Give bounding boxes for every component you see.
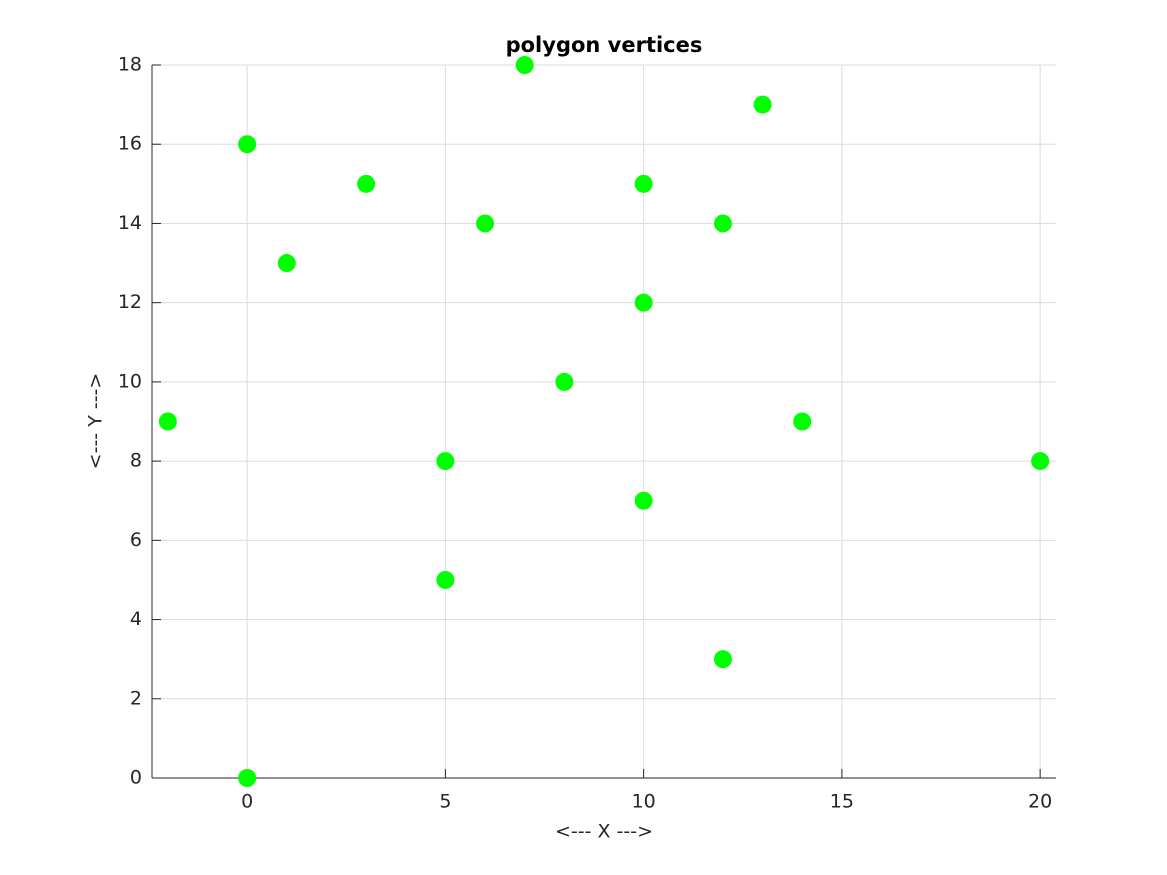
point: [753, 95, 772, 114]
point: [793, 412, 812, 431]
point: [357, 174, 376, 193]
point: [277, 254, 296, 273]
point: [634, 293, 653, 312]
y-tick-label: 18: [118, 54, 142, 76]
point: [634, 174, 653, 193]
y-tick-label: 14: [118, 212, 142, 234]
point: [158, 412, 177, 431]
point: [713, 650, 732, 669]
y-tick-label: 4: [130, 608, 142, 630]
point: [476, 214, 495, 233]
x-tick-label: 20: [1028, 791, 1052, 813]
x-axis-label: <--- X --->: [555, 821, 653, 843]
y-tick-label: 0: [130, 767, 142, 789]
y-axis-label: <--- Y --->: [85, 373, 107, 470]
point: [238, 769, 257, 787]
x-tick-label: 10: [632, 791, 656, 813]
point: [436, 452, 455, 471]
point: [555, 372, 574, 391]
x-tick-label: 5: [439, 791, 451, 813]
y-tick-label: 6: [130, 529, 142, 551]
y-tick-label: 12: [118, 291, 142, 313]
point: [634, 491, 653, 510]
point: [238, 135, 257, 154]
x-tick-label: 0: [241, 791, 253, 813]
point: [436, 570, 455, 589]
chart-title: polygon vertices: [506, 33, 703, 57]
point: [1031, 452, 1050, 471]
point: [515, 56, 534, 74]
point: [713, 214, 732, 233]
y-tick-label: 2: [130, 687, 142, 709]
x-tick-label: 15: [830, 791, 854, 813]
y-tick-label: 10: [118, 370, 142, 392]
y-tick-label: 8: [130, 450, 142, 472]
y-tick-label: 16: [118, 133, 142, 155]
